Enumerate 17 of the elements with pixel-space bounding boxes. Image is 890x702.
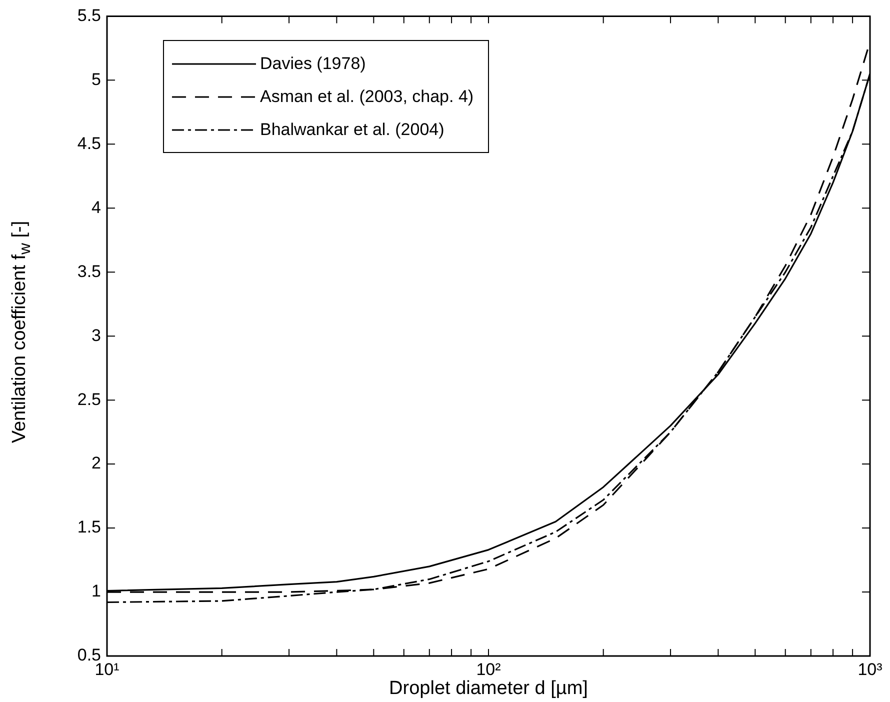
legend-label: Asman et al. (2003, chap. 4) (260, 86, 474, 106)
x-tick-label: 10² (476, 660, 502, 679)
y-tick-label: 4 (92, 198, 101, 217)
y-tick-label: 5.5 (77, 6, 101, 25)
y-tick-label: 1 (92, 582, 101, 601)
y-tick-label: 2 (92, 454, 101, 473)
y-tick-label: 3.5 (77, 262, 101, 281)
y-tick-label: 1.5 (77, 518, 101, 537)
x-tick-label: 10³ (858, 660, 883, 679)
y-tick-label: 5 (92, 70, 101, 89)
x-tick-label: 10¹ (94, 660, 120, 679)
legend-label: Bhalwankar et al. (2004) (260, 120, 444, 140)
y-tick-label: 4.5 (77, 134, 101, 153)
y-tick-label: 2.5 (77, 390, 101, 409)
legend-label: Davies (1978) (260, 54, 366, 74)
y-tick-label: 3 (92, 326, 101, 345)
x-axis-title: Droplet diameter d [µm] (389, 678, 588, 699)
